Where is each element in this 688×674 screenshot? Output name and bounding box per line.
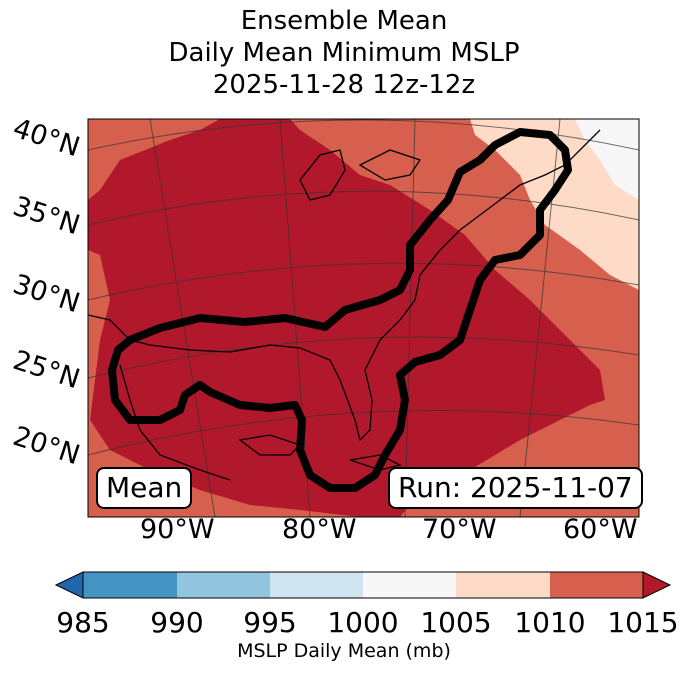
field-1010-1015-nw [88, 119, 220, 200]
chart-title-line2: Daily Mean Minimum MSLP [168, 38, 520, 68]
ensemble-contour [108, 128, 572, 492]
colorbar-seg-990-995 [177, 572, 270, 598]
colorbar-under-arrow [54, 571, 84, 599]
lon-label-70w: 70°W [422, 514, 497, 545]
colorbar-tick-1005: 1005 [420, 606, 492, 639]
graticule [88, 119, 639, 517]
colorbar-seg-995-1000 [270, 572, 363, 598]
colorbar-seg-1005-1010 [456, 572, 550, 598]
colorbar-tick-1010: 1010 [514, 606, 586, 639]
colorbar-tick-990: 990 [150, 606, 204, 639]
colorbar-tick-995: 995 [243, 606, 297, 639]
mean-label-box: Mean [96, 467, 193, 509]
chart-title-line3: 2025-11-28 12z-12z [212, 70, 476, 100]
colorbar-tick-1000: 1000 [327, 606, 399, 639]
colorbar-seg-1000-1005 [363, 572, 456, 598]
chart-title-line1: Ensemble Mean [240, 6, 448, 36]
colorbar-seg-1010-1015 [550, 572, 643, 598]
lon-label-80w: 80°W [282, 514, 357, 545]
lon-label-60w: 60°W [563, 514, 638, 545]
colorbar [54, 571, 672, 599]
colorbar-seg-985-990 [83, 572, 177, 598]
colorbar-frame [82, 571, 644, 599]
coastlines [88, 129, 601, 481]
map-frame [87, 118, 640, 518]
colorbar-label: MSLP Daily Mean (mb) [237, 640, 451, 662]
colorbar-tick-985: 985 [56, 606, 110, 639]
colorbar-tick-1015: 1015 [607, 606, 679, 639]
colorbar-over-arrow [642, 571, 672, 599]
lon-label-90w: 90°W [140, 514, 215, 545]
run-label-box: Run: 2025-11-07 [388, 467, 643, 509]
